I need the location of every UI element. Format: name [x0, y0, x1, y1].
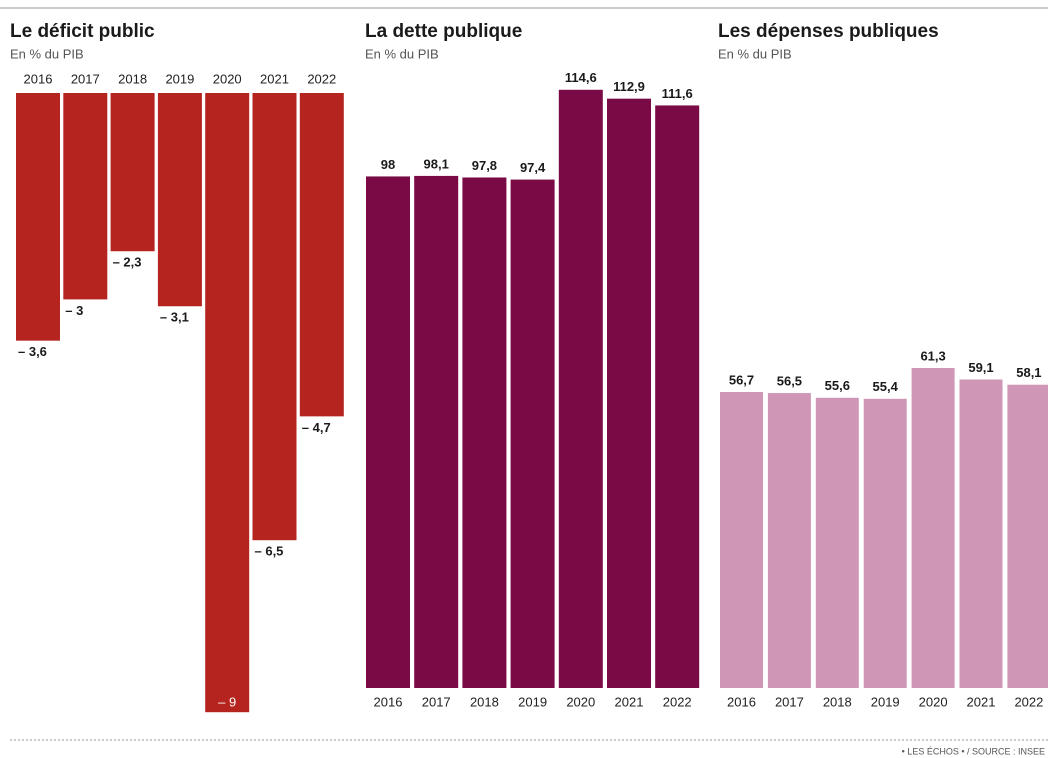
bar	[911, 368, 955, 688]
bar	[767, 393, 811, 688]
chart-subtitle: En % du PIB	[365, 46, 439, 61]
value-label: – 6,5	[255, 544, 284, 559]
bar	[462, 177, 507, 688]
x-tick-label: 2018	[470, 694, 499, 709]
value-label: – 9	[218, 695, 236, 710]
x-tick-label: 2022	[307, 71, 336, 86]
value-label: 111,6	[662, 86, 693, 101]
value-label: – 3,1	[160, 310, 189, 325]
bar	[16, 93, 60, 341]
bar	[63, 93, 108, 300]
bar	[607, 98, 651, 689]
bar	[558, 89, 603, 688]
x-tick-label: 2019	[871, 694, 900, 709]
x-tick-label: 2019	[518, 694, 547, 709]
value-label: 97,4	[520, 160, 546, 175]
x-tick-label: 2022	[663, 694, 692, 709]
x-tick-label: 2017	[422, 694, 451, 709]
value-label: 98,1	[424, 156, 449, 171]
x-tick-label: 2018	[118, 71, 147, 86]
bar	[366, 176, 410, 688]
value-label: 55,4	[873, 379, 899, 394]
value-label: 59,1	[968, 360, 993, 375]
x-tick-label: 2017	[775, 694, 804, 709]
x-tick-label: 2021	[260, 71, 289, 86]
x-tick-label: 2021	[615, 694, 644, 709]
x-tick-label: 2019	[165, 71, 194, 86]
value-label: 98	[381, 157, 395, 172]
value-label: – 4,7	[302, 420, 331, 435]
chart-title: Le déficit public	[10, 21, 155, 42]
value-label: 56,5	[777, 374, 802, 389]
bar	[205, 93, 250, 713]
value-label: 114,6	[565, 70, 597, 85]
x-tick-label: 2016	[727, 694, 756, 709]
value-label: 112,9	[613, 79, 645, 94]
source: • LES ÉCHOS • / SOURCE : INSEE	[902, 746, 1045, 756]
x-tick-label: 2022	[1014, 694, 1043, 709]
value-label: 56,7	[729, 372, 754, 387]
value-label: – 3,6	[18, 344, 47, 359]
bar	[252, 93, 297, 541]
value-label: 97,8	[472, 158, 497, 173]
x-tick-label: 2016	[374, 694, 403, 709]
bar	[863, 398, 907, 688]
bar	[1007, 384, 1048, 688]
bar	[655, 105, 700, 688]
value-label: – 3	[65, 303, 83, 318]
chart-title: Les dépenses publiques	[718, 21, 939, 42]
bar	[157, 93, 202, 307]
x-tick-label: 2021	[967, 694, 996, 709]
value-label: 55,6	[825, 378, 850, 393]
bar	[815, 397, 859, 688]
x-tick-label: 2020	[919, 694, 948, 709]
chart-title: La dette publique	[365, 21, 522, 42]
value-label: – 2,3	[113, 255, 142, 270]
x-tick-label: 2020	[213, 71, 242, 86]
value-label: 61,3	[920, 348, 945, 363]
value-label: 58,1	[1016, 365, 1041, 380]
bar	[110, 93, 155, 252]
bar	[720, 392, 763, 688]
x-tick-label: 2018	[823, 694, 852, 709]
bar	[414, 175, 459, 689]
x-tick-label: 2020	[566, 694, 595, 709]
x-tick-label: 2017	[71, 71, 100, 86]
bar	[299, 93, 344, 417]
chart-subtitle: En % du PIB	[10, 46, 84, 61]
x-tick-label: 2016	[24, 71, 53, 86]
bar	[959, 379, 1003, 688]
bar	[510, 179, 555, 688]
chart-subtitle: En % du PIB	[718, 46, 792, 61]
